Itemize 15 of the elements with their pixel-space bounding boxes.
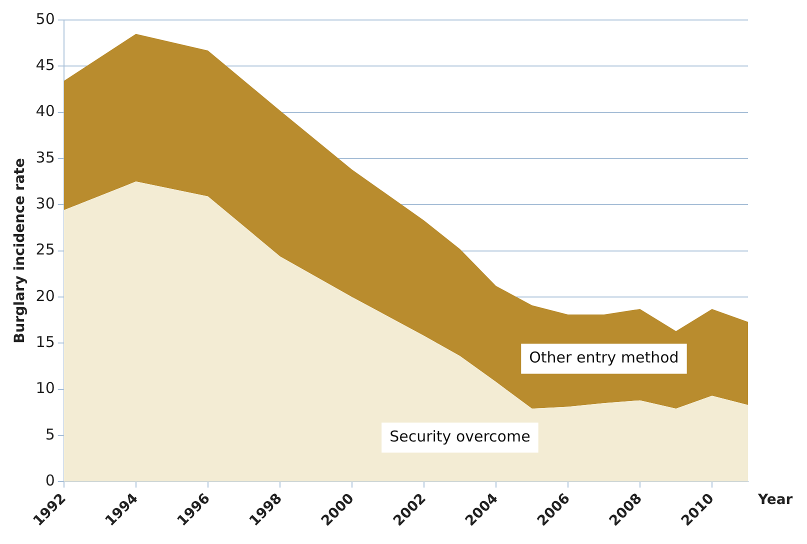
y-tick-label: 15 [36,332,55,351]
y-axis-title: Burglary incidence rate [12,158,28,344]
y-tick-label: 35 [36,148,55,166]
y-tick-label: 10 [36,379,55,398]
series-label: Security overcome [390,428,530,446]
y-tick-label: 40 [36,102,55,120]
y-tick-label: 30 [36,194,55,213]
y-tick-label: 5 [45,425,55,444]
x-axis-title: Year [757,492,793,508]
y-tick-label: 50 [36,10,55,28]
series-label: Other entry method [529,348,679,367]
y-tick-label: 0 [45,471,55,490]
y-tick-label: 25 [36,240,55,259]
y-tick-label: 45 [36,56,55,74]
y-tick-label: 20 [36,286,55,305]
